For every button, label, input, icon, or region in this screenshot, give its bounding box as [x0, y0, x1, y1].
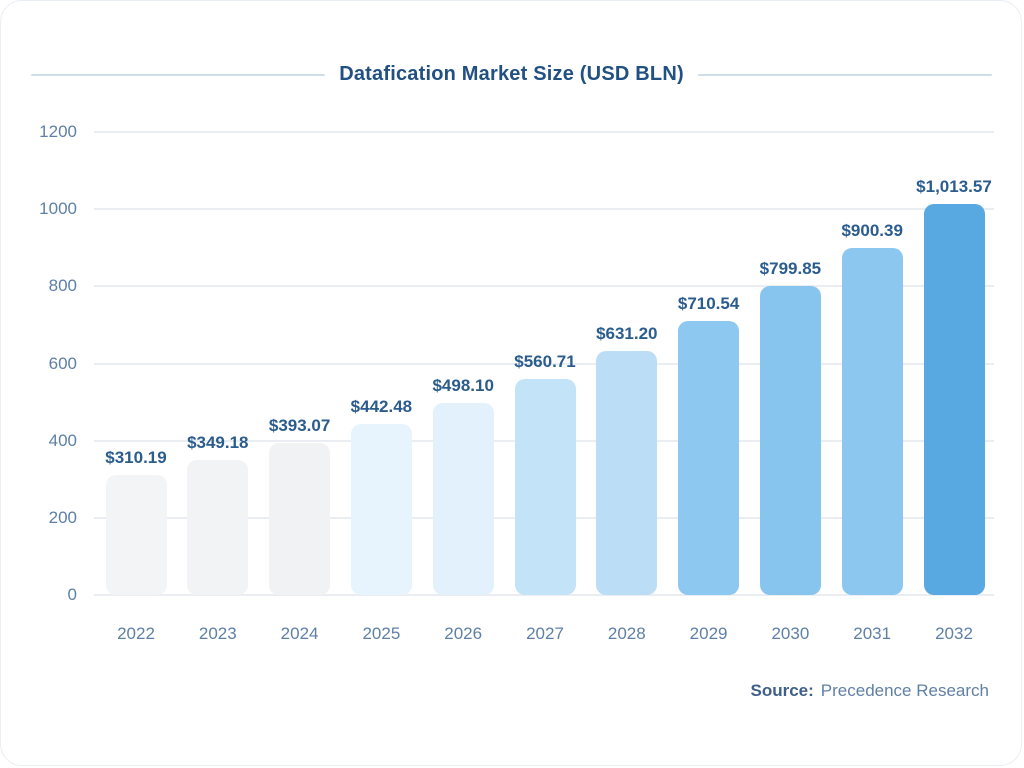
x-axis-tick-2029: 2029 [689, 624, 728, 643]
bar-value-label-2030: $799.85 [759, 259, 822, 279]
bar-2022 [105, 475, 167, 595]
y-axis-tick-0: 0 [67, 585, 77, 604]
x-axis-tick-2025: 2025 [362, 624, 401, 643]
bar-2031 [841, 247, 903, 595]
bar-2029 [678, 320, 740, 595]
bar-value-label-2022: $310.19 [105, 448, 167, 468]
bar-value-label-2026: $498.10 [432, 375, 494, 395]
chart-title: Datafication Market Size (USD BLN) [339, 63, 684, 85]
bar-2024 [269, 443, 331, 595]
x-axis-tick-2023: 2023 [198, 624, 237, 643]
source-label: Source: [750, 681, 814, 700]
bar-2023 [187, 460, 249, 595]
gridline-y-1200 [94, 131, 994, 133]
bar-value-label-2025: $442.48 [350, 397, 413, 417]
x-axis-tick-2024: 2024 [280, 624, 319, 643]
x-axis-tick-2026: 2026 [444, 624, 483, 643]
bar-value-label-2028: $631.20 [596, 324, 658, 344]
y-axis-tick-200: 200 [48, 507, 77, 527]
gridline-y-0 [94, 594, 994, 596]
gridline-y-1000 [94, 208, 994, 211]
title-row: Datafication Market Size (USD BLN) [31, 63, 993, 86]
bar-value-label-2029: $710.54 [677, 293, 740, 313]
bar-2028 [596, 351, 658, 595]
gridline-y-600 [94, 362, 994, 365]
bar-2032 [923, 203, 985, 595]
title-divider-right [697, 73, 993, 76]
x-axis-tick-2030: 2030 [771, 624, 810, 643]
x-axis-tick-2032: 2032 [935, 624, 973, 643]
x-axis-tick-2028: 2028 [607, 624, 646, 643]
y-axis-tick-600: 600 [48, 353, 77, 373]
x-axis-tick-2027: 2027 [526, 624, 564, 643]
bar-value-label-2023: $349.18 [187, 433, 249, 453]
bar-value-label-2027: $560.71 [514, 351, 576, 371]
bar-2025 [350, 424, 412, 595]
source-row: Source: Precedence Research [750, 681, 989, 701]
title-divider-left [31, 73, 326, 76]
bar-2027 [514, 378, 576, 595]
gridline-y-800 [94, 285, 994, 288]
bar-value-label-2031: $900.39 [841, 220, 903, 240]
y-axis-tick-400: 400 [48, 430, 77, 450]
x-axis-tick-2031: 2031 [853, 624, 892, 643]
x-axis-tick-2022: 2022 [117, 624, 155, 643]
bar-2030 [759, 286, 821, 595]
bar-value-label-2032: $1,013.57 [916, 176, 992, 196]
bar-2026 [432, 402, 494, 595]
y-axis-tick-1000: 1000 [39, 199, 77, 219]
bar-value-label-2024: $393.07 [268, 416, 331, 436]
y-axis-tick-1200: 1200 [39, 122, 77, 141]
source-value: Precedence Research [820, 681, 989, 700]
y-axis-tick-800: 800 [48, 276, 77, 296]
